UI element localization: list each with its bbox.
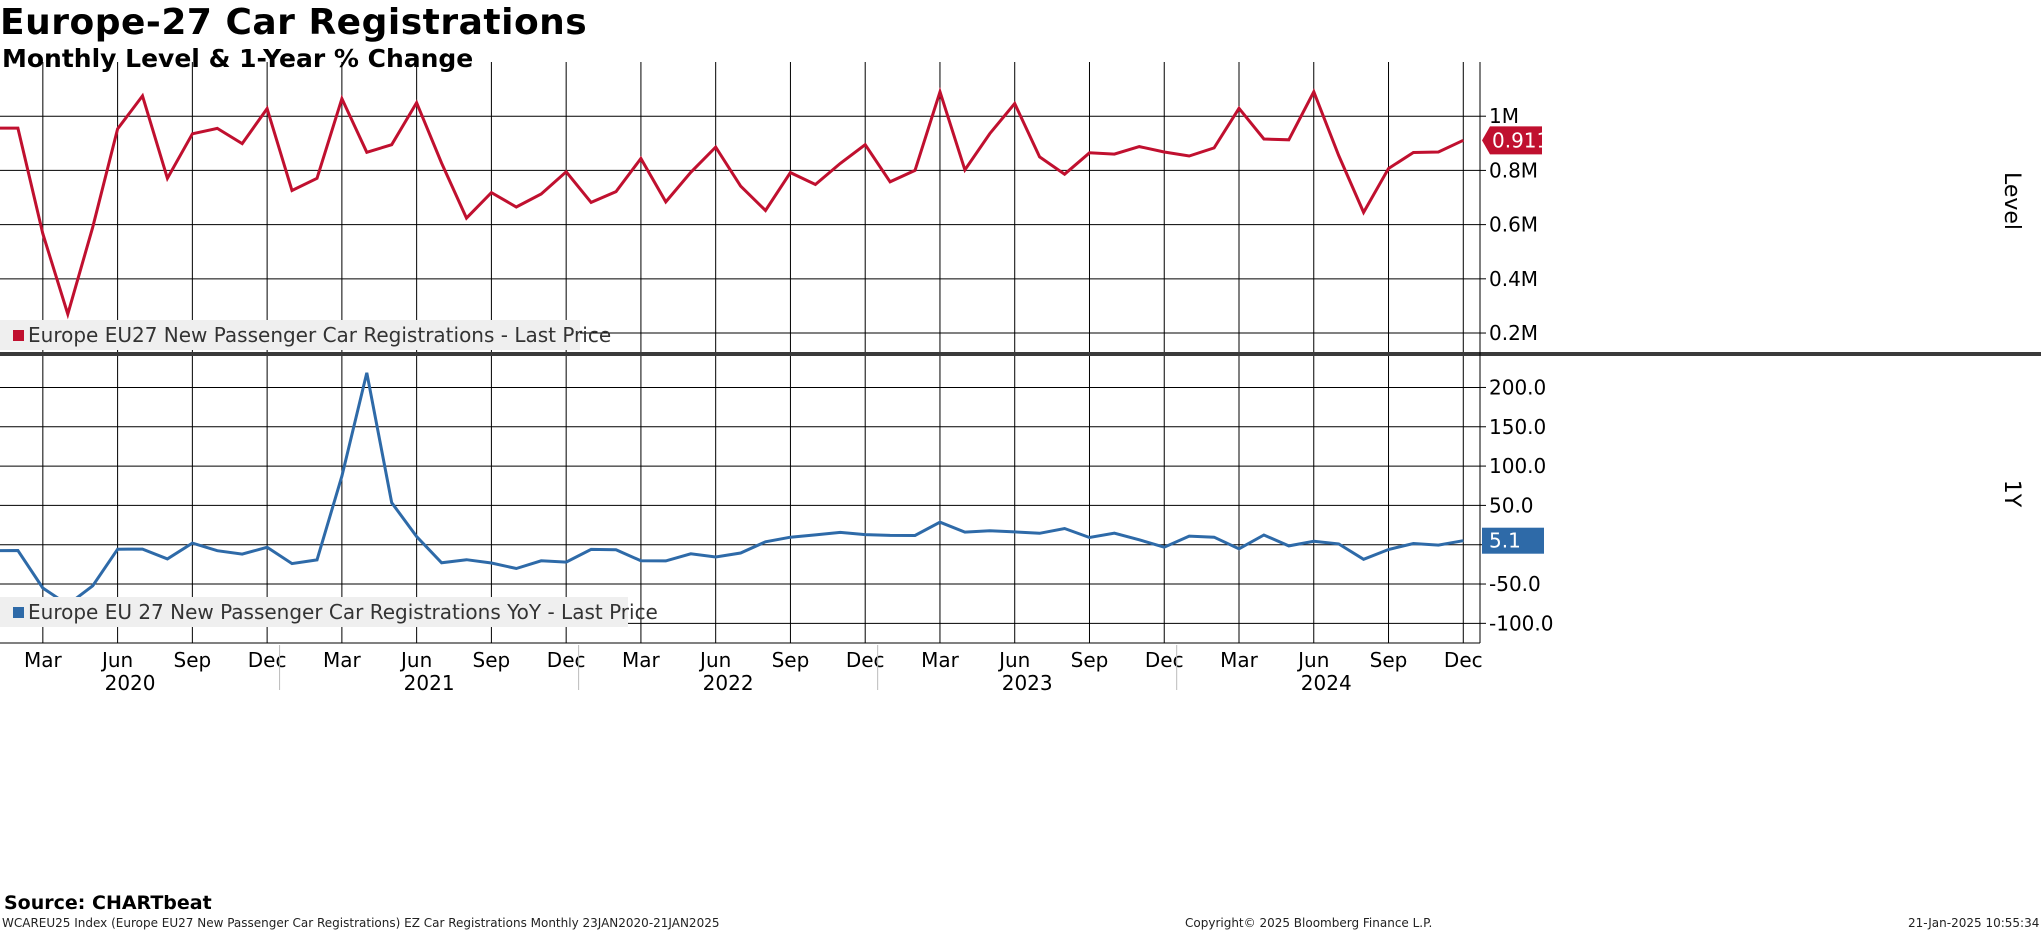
legend-bg <box>0 597 628 627</box>
last-value-tag-level: 0.911M <box>1482 126 1567 155</box>
y-tick-label: -100.0 <box>1489 611 1553 635</box>
y-tick-label: 50.0 <box>1489 493 1534 517</box>
legend-bg <box>0 320 580 350</box>
copyright-footer: Copyright© 2025 Bloomberg Finance L.P. <box>1185 916 1433 930</box>
legend-swatch <box>13 330 24 341</box>
legend-yoy: Europe EU 27 New Passenger Car Registrat… <box>0 597 658 627</box>
timestamp-footer: 21-Jan-2025 10:55:34 <box>1908 916 2040 930</box>
chart-title: Europe-27 Car Registrations <box>0 2 588 43</box>
legend-layer: Europe EU27 New Passenger Car Registrati… <box>0 320 658 627</box>
level-series-line <box>0 86 1464 320</box>
y-axis-label-level: Level <box>1999 172 2024 230</box>
yoy-series-line <box>0 372 1464 607</box>
axis-layer: 1M 0.8M 0.6M 0.4M 0.2M 0.911M Level 200.0 150.0 1… <box>0 62 2041 695</box>
x-year-label: 2021 <box>404 671 455 695</box>
last-value-tag-yoy: 5.1 <box>1482 527 1544 554</box>
x-tick-label: Jun <box>399 648 432 672</box>
x-tick-label: Sep <box>473 648 511 672</box>
y-tick-label: 100.0 <box>1489 454 1546 478</box>
panel-divider <box>0 352 2041 356</box>
last-value-tag-bg <box>1482 527 1544 554</box>
x-tick-label: Mar <box>24 648 63 672</box>
x-tick-label: Jun <box>698 648 731 672</box>
series-layer <box>0 86 1464 607</box>
x-tick-label: Dec <box>846 648 885 672</box>
last-value-tag-bg <box>1482 126 1542 155</box>
y-tick-label: 0.6M <box>1489 213 1538 237</box>
y-tick-label: 200.0 <box>1489 375 1546 399</box>
x-tick-label: Dec <box>248 648 287 672</box>
x-tick-label: Mar <box>622 648 661 672</box>
x-tick-label: Sep <box>174 648 212 672</box>
y-axis-label-yoy: 1Y <box>1999 480 2024 508</box>
x-tick-label: Jun <box>1296 648 1329 672</box>
x-tick-label: Jun <box>100 648 133 672</box>
x-tick-label: Dec <box>547 648 586 672</box>
y-tick-label: 0.8M <box>1489 158 1538 182</box>
x-tick-label: Dec <box>1444 648 1483 672</box>
legend-level: Europe EU27 New Passenger Car Registrati… <box>0 320 611 350</box>
last-value-label: 5.1 <box>1489 529 1521 553</box>
x-tick-label: Sep <box>1370 648 1408 672</box>
y-tick-label: -50.0 <box>1489 572 1541 596</box>
y-tick-label: 1M <box>1489 104 1519 128</box>
x-year-label: 2022 <box>703 671 754 695</box>
x-year-label: 2024 <box>1301 671 1352 695</box>
x-tick-label: Mar <box>921 648 960 672</box>
x-year-label: 2023 <box>1002 671 1053 695</box>
y-tick-label: 0.2M <box>1489 321 1538 345</box>
x-tick-label: Mar <box>323 648 362 672</box>
chart-subtitle: Monthly Level & 1-Year % Change <box>2 44 474 73</box>
index-info-footer: WCAREU25 Index (Europe EU27 New Passenge… <box>2 916 720 930</box>
x-tick-label: Sep <box>1071 648 1109 672</box>
legend-swatch <box>13 607 24 618</box>
x-tick-label: Jun <box>997 648 1030 672</box>
legend-label: Europe EU27 New Passenger Car Registrati… <box>28 323 611 347</box>
source-label: Source: CHARTbeat <box>4 892 212 914</box>
y-tick-label: 0.4M <box>1489 267 1538 291</box>
x-year-label: 2020 <box>105 671 156 695</box>
legend-label: Europe EU 27 New Passenger Car Registrat… <box>28 600 658 624</box>
last-value-label: 0.911M <box>1492 128 1567 152</box>
x-tick-label: Sep <box>772 648 810 672</box>
y-tick-label: 150.0 <box>1489 415 1546 439</box>
x-tick-label: Dec <box>1145 648 1184 672</box>
x-tick-label: Mar <box>1220 648 1259 672</box>
